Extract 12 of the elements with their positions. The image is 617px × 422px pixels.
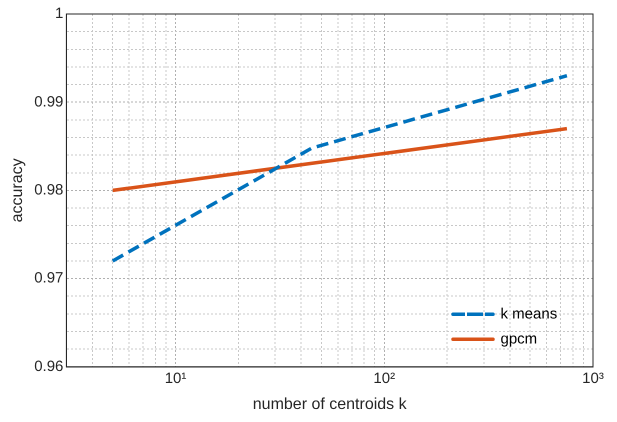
y-axis-title: accuracy [9, 158, 26, 222]
x-tick-label: 10³ [582, 370, 604, 387]
y-tick-label: 0.99 [34, 93, 64, 110]
x-tick-label: 10² [373, 370, 396, 387]
y-tick-label: 0.98 [34, 182, 64, 199]
y-tick-label: 0.97 [34, 270, 64, 287]
y-tick-label: 1 [55, 5, 64, 22]
x-axis-title: number of centroids k [252, 396, 408, 413]
x-tick-label: 10¹ [164, 370, 186, 387]
legend-label: gpcm [500, 330, 538, 348]
y-tick-label: 0.96 [34, 358, 64, 375]
legend-label: k means [500, 305, 558, 322]
